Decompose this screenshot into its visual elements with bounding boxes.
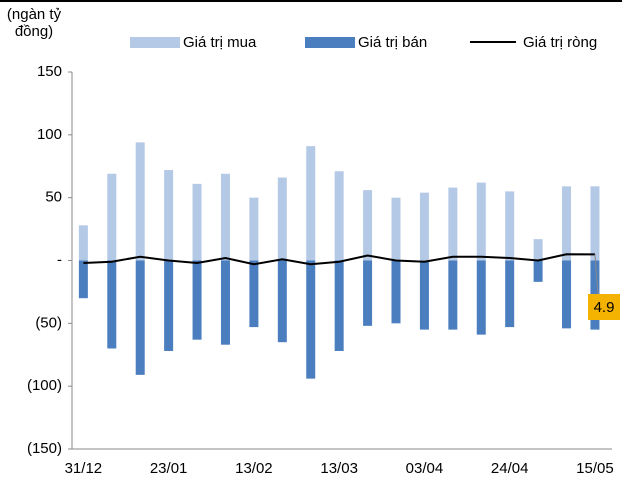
x-tick-label: 24/04 bbox=[491, 460, 529, 477]
y-tick-label: (50) bbox=[35, 314, 62, 331]
bar bbox=[78, 225, 88, 261]
bar bbox=[164, 260, 174, 351]
bar bbox=[391, 197, 401, 261]
bar bbox=[363, 260, 373, 326]
bar bbox=[476, 182, 486, 261]
bar bbox=[334, 171, 344, 261]
bar bbox=[249, 197, 259, 261]
bar bbox=[192, 183, 202, 261]
x-tick-label: 31/12 bbox=[65, 460, 103, 477]
y-axis-label: (ngàn tỷ đồng) bbox=[6, 6, 62, 40]
bar bbox=[505, 191, 515, 261]
y-tick-label: - bbox=[57, 251, 62, 268]
bar bbox=[249, 260, 259, 328]
bar bbox=[220, 260, 230, 345]
bar bbox=[419, 192, 429, 261]
bar bbox=[391, 260, 401, 324]
bar bbox=[306, 146, 316, 261]
bar bbox=[505, 260, 515, 328]
bar bbox=[78, 260, 88, 299]
bar bbox=[107, 173, 117, 261]
y-tick-label: (100) bbox=[27, 377, 62, 394]
x-tick-label: 15/05 bbox=[576, 460, 614, 477]
bar bbox=[363, 190, 373, 261]
bar bbox=[220, 173, 230, 261]
y-tick-label: (150) bbox=[27, 440, 62, 457]
bar bbox=[277, 260, 287, 343]
bar bbox=[135, 142, 145, 261]
legend-label: Giá trị mua bbox=[183, 34, 257, 51]
bar bbox=[192, 260, 202, 340]
bar bbox=[562, 260, 572, 329]
y-tick-label: 50 bbox=[45, 189, 62, 206]
x-tick-label: 13/03 bbox=[320, 460, 358, 477]
bar bbox=[533, 260, 543, 282]
bar bbox=[334, 260, 344, 351]
bar bbox=[277, 177, 287, 261]
net-line bbox=[83, 253, 595, 266]
data-label: 4.9 bbox=[594, 299, 615, 316]
legend-label: Giá trị ròng bbox=[523, 34, 597, 51]
bar bbox=[419, 260, 429, 330]
bar bbox=[448, 260, 458, 330]
bar bbox=[107, 260, 117, 349]
x-tick-label: 13/02 bbox=[235, 460, 273, 477]
y-tick-label: 150 bbox=[37, 63, 62, 80]
legend-label: Giá trị bán bbox=[358, 34, 427, 51]
bar bbox=[448, 187, 458, 261]
label-leader bbox=[594, 254, 599, 295]
bar bbox=[135, 260, 145, 375]
legend-swatch bbox=[130, 37, 180, 48]
bar bbox=[533, 239, 543, 261]
bar bbox=[562, 186, 572, 261]
legend-swatch bbox=[305, 37, 355, 48]
x-tick-label: 03/04 bbox=[406, 460, 444, 477]
x-tick-label: 23/01 bbox=[150, 460, 188, 477]
y-tick-label: 100 bbox=[37, 126, 62, 143]
label-box bbox=[588, 294, 620, 320]
bar bbox=[590, 186, 600, 261]
bar bbox=[164, 170, 174, 261]
bar bbox=[476, 260, 486, 335]
bar bbox=[306, 260, 316, 379]
